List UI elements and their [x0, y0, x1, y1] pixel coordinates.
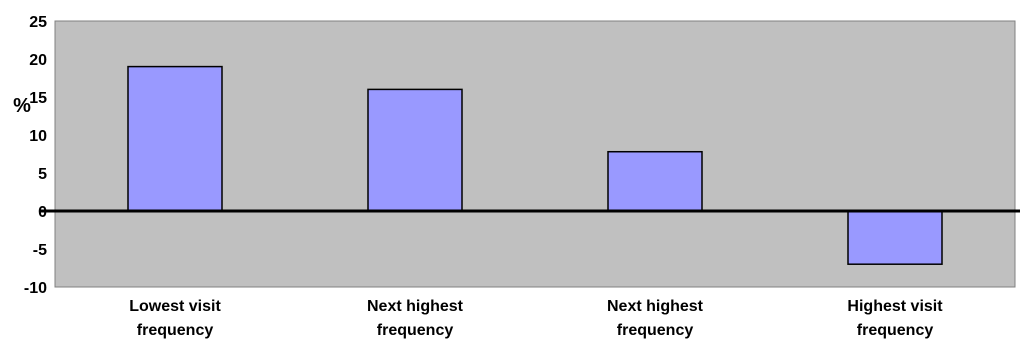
category-label: frequency	[377, 322, 454, 339]
category-label: frequency	[857, 322, 934, 339]
category-label: frequency	[137, 322, 214, 339]
category-label: Next highest	[367, 298, 464, 315]
y-axis-title: %	[13, 95, 31, 117]
category-label: Next highest	[607, 298, 704, 315]
y-tick-label: 20	[29, 52, 47, 69]
y-axis-ticks: 25 20 15 10 5 0 -5 -10	[24, 14, 47, 297]
bars-layer	[127, 65, 943, 265]
y-tick-label: 0	[38, 204, 47, 221]
category-label: Lowest visit	[129, 298, 221, 315]
bar	[847, 210, 943, 265]
bar	[367, 88, 463, 212]
y-tick-label: 25	[29, 14, 47, 31]
y-tick-label: 15	[29, 90, 47, 107]
y-tick-label: -10	[24, 280, 47, 297]
category-label: Highest visit	[847, 298, 943, 315]
bar	[607, 150, 703, 212]
x-axis-categories: Lowest visit frequency Next highest frequen…	[129, 298, 943, 339]
y-tick-label: -5	[33, 242, 47, 259]
y-tick-label: 5	[38, 166, 47, 183]
category-label: frequency	[617, 322, 694, 339]
bar	[127, 65, 223, 212]
y-tick-label: 10	[29, 128, 47, 145]
